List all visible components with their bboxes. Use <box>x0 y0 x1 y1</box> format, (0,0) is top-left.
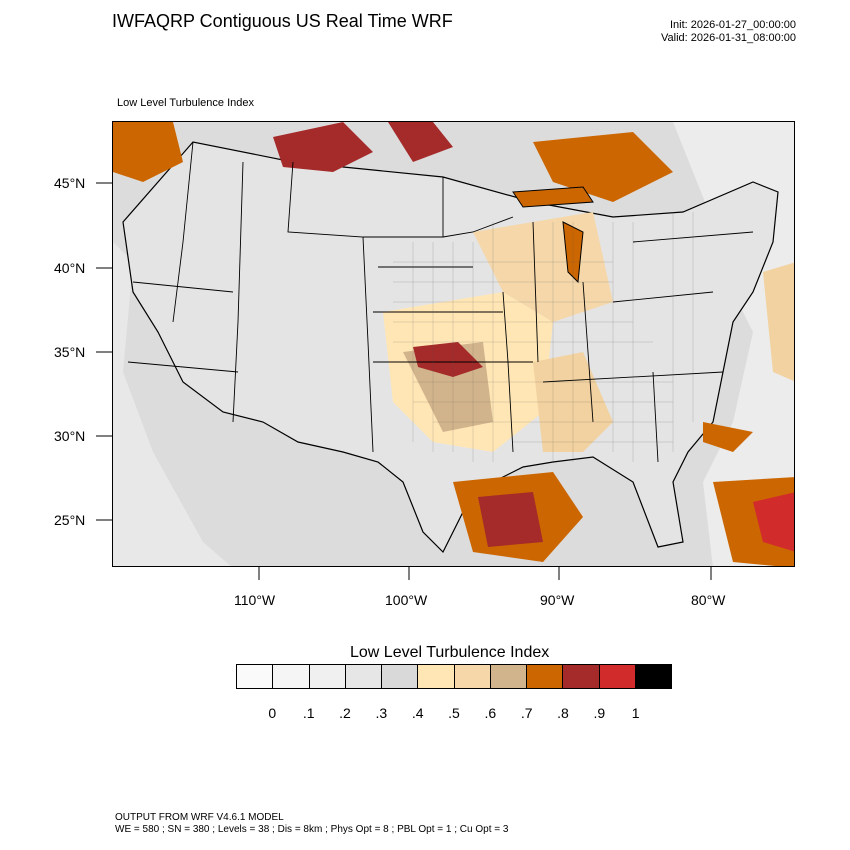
colorbar-label: .4 <box>411 705 424 721</box>
lake-superior <box>512 186 594 208</box>
colorbar-swatch <box>345 665 382 688</box>
lat-label-40: 40°N <box>54 260 86 276</box>
red-gulf-region <box>478 492 543 547</box>
colorbar-label: .7 <box>520 705 533 721</box>
lat-label-30: 30°N <box>54 428 86 444</box>
colorbar-swatch <box>382 665 419 688</box>
colorbar-title: Low Level Turbulence Index <box>350 644 550 661</box>
lon-label-110: 110°W <box>234 592 276 608</box>
colorbar-label: 1 <box>631 705 640 721</box>
county-boundaries <box>393 212 694 462</box>
colorbar-label: .1 <box>302 705 315 721</box>
time-info: Init: 2026-01-27_00:00:00 Valid: 2026-01… <box>661 19 796 45</box>
orange-nw-region <box>113 122 183 182</box>
lat-ticks <box>96 182 112 521</box>
colorbar-label: .2 <box>339 705 351 721</box>
red-montana-region <box>388 122 453 162</box>
colorbar-swatch <box>309 665 346 688</box>
page-title: IWFAQRP Contiguous US Real Time WRF <box>112 11 453 31</box>
colorbar-swatch <box>599 665 636 688</box>
orange-atlantic-region <box>703 422 753 452</box>
lat-label-25: 25°N <box>54 512 86 528</box>
colorbar-label: .3 <box>375 705 388 721</box>
map-panel <box>112 121 795 567</box>
init-time: Init: 2026-01-27_00:00:00 <box>670 19 796 31</box>
colorbar-swatch <box>635 665 671 688</box>
colorbar-swatch <box>563 665 600 688</box>
pacific-region <box>113 242 231 566</box>
red-north-region <box>273 122 373 172</box>
lat-label-45: 45°N <box>54 175 86 191</box>
colorbar-swatch <box>527 665 564 688</box>
lon-label-100: 100°W <box>385 592 428 608</box>
valid-time: Valid: 2026-01-31_08:00:00 <box>661 32 796 44</box>
colorbar-label: .5 <box>448 705 460 721</box>
colorbar-label: .8 <box>557 705 569 721</box>
colorbar-swatch <box>273 665 310 688</box>
red-oklahoma-region <box>413 342 483 377</box>
orange-canada-region <box>533 132 673 202</box>
colorbar-swatch <box>418 665 455 688</box>
colorbar-label: .6 <box>484 705 497 721</box>
colorbar-label: 0 <box>268 705 277 721</box>
footer-params: WE = 580 ; SN = 380 ; Levels = 38 ; Dis … <box>115 824 509 835</box>
colorbar-swatch <box>454 665 491 688</box>
lon-ticks <box>258 566 712 580</box>
lon-label-90: 90°W <box>540 592 575 608</box>
colorbar-swatch <box>490 665 527 688</box>
footer-model: OUTPUT FROM WRF V4.6.1 MODEL <box>115 812 284 823</box>
colorbar-swatch <box>237 665 274 688</box>
colorbar-label: .9 <box>593 705 606 721</box>
model-footer: OUTPUT FROM WRF V4.6.1 MODEL WE = 580 ; … <box>115 812 508 836</box>
colorbar <box>236 664 672 689</box>
lat-label-35: 35°N <box>54 344 86 360</box>
red-bahamas-region <box>753 492 794 552</box>
tan-atlantic-region <box>763 262 794 382</box>
map-subtitle: Low Level Turbulence Index <box>117 97 254 109</box>
turbulence-map <box>113 122 794 566</box>
lon-label-80: 80°W <box>691 592 726 608</box>
